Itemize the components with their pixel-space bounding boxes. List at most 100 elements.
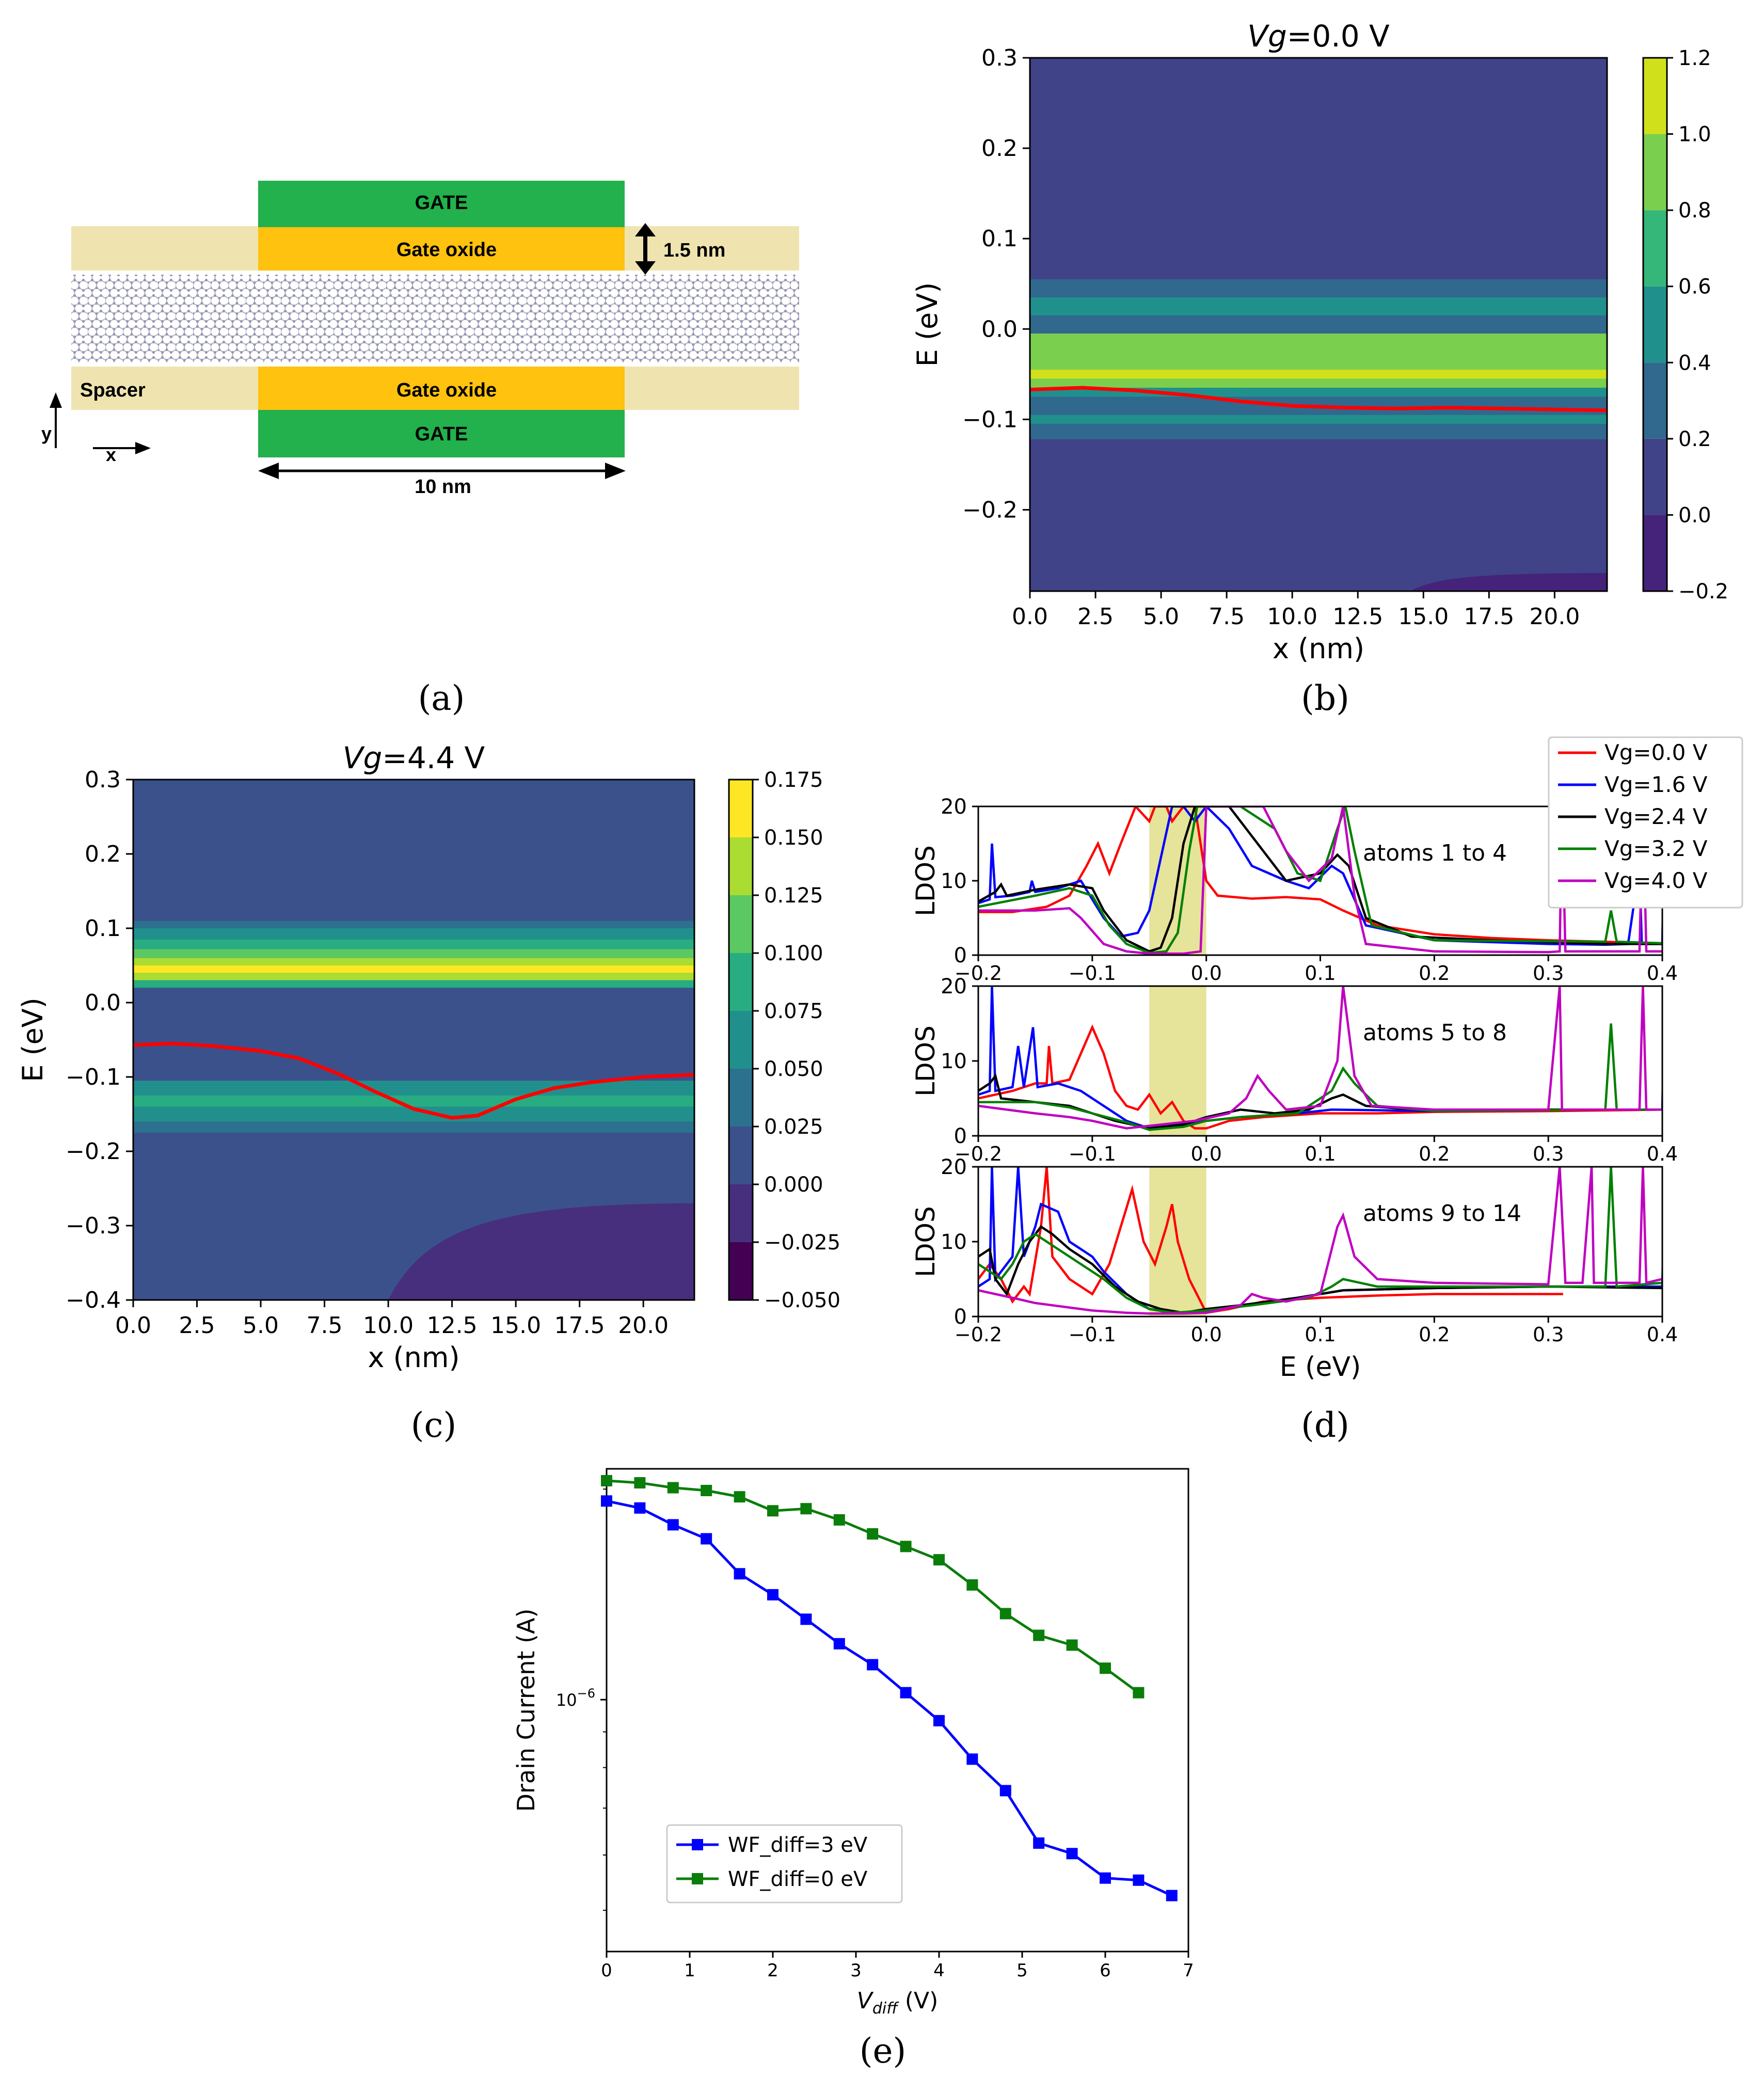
y-axis-label: Drain Current (A) [512, 1609, 540, 1812]
colorbar-tick-label: 0.2 [1678, 427, 1711, 451]
heatmap-band [133, 965, 694, 973]
y-tick-label: −0.2 [962, 497, 1018, 523]
y-tick-label: 0.0 [85, 990, 121, 1016]
x-tick-label: 10.0 [363, 1312, 414, 1339]
heatmap-band [133, 973, 694, 980]
series-marker [601, 1475, 612, 1487]
ldos-line [978, 1167, 1662, 1315]
gate-top [258, 181, 625, 227]
y-tick-label: 0.2 [981, 135, 1018, 162]
plot-frame [1029, 57, 1608, 592]
colorbar-tick-label: 0.100 [764, 942, 823, 965]
x-tick-label: −0.2 [955, 1143, 1002, 1165]
thickness-arrow [635, 223, 656, 275]
x-tick-label: 12.5 [427, 1312, 478, 1339]
heatmap-band [133, 1081, 694, 1096]
series-marker [667, 1482, 679, 1494]
x-tick-label: 0.1 [1305, 1143, 1336, 1165]
x-tick-label: 17.5 [1464, 604, 1514, 630]
heatmap-band [133, 949, 694, 958]
y-tick-label: 10 [941, 1230, 967, 1254]
ldos-line [978, 1167, 1662, 1314]
y-tick-label: 10 [941, 869, 967, 893]
gate-top-label: GATE [415, 192, 468, 214]
y-tick-label: 20 [941, 1155, 967, 1179]
y-tick-label: 10−6 [556, 1686, 595, 1710]
legend-label: Vg=1.6 V [1604, 772, 1708, 797]
series-marker [634, 1502, 646, 1514]
subplot-lines [978, 1167, 1662, 1315]
x-tick-label: 7.5 [307, 1312, 343, 1339]
colorbar-tick-label: 0.050 [764, 1057, 823, 1081]
colorbar-segment [1643, 210, 1667, 287]
x-tick-label: 0.2 [1419, 1323, 1450, 1346]
colorbar-segment [729, 837, 753, 895]
y-axis-label: LDOS [911, 1025, 941, 1096]
length-label: 10 nm [415, 476, 471, 498]
colorbar-frame [1642, 57, 1668, 592]
gate-bottom-label: GATE [415, 423, 468, 445]
series-marker [833, 1638, 845, 1650]
y-tick-label: −0.1 [962, 406, 1018, 433]
heatmap-band [1030, 315, 1607, 334]
colorbar-segment [729, 1242, 753, 1300]
colorbar-tick-label: 0.150 [764, 826, 823, 850]
heatmap-band [1030, 378, 1607, 388]
colorbar-segment [729, 1011, 753, 1069]
x-tick-label: 5.0 [1143, 604, 1179, 630]
x-tick-label: 0.0 [1012, 604, 1048, 630]
plot-title: Vg=0.0 V [1247, 19, 1390, 54]
colorbar-segment [1643, 134, 1667, 211]
heatmap-band [1030, 424, 1607, 439]
x-tick-label: 15.0 [490, 1312, 541, 1339]
colorbar-segment [1643, 362, 1667, 439]
spacer-label: Spacer [80, 379, 146, 401]
ldos-line [978, 806, 1662, 955]
x-tick-label: 7 [1183, 1960, 1194, 1981]
x-tick-label: 0.3 [1533, 962, 1564, 985]
panel-b-heatmap: 0.0 2.5 5.0 7.5 10.0 12.5 15.0 17.5 20.0 0.3 0.2 0.… [911, 19, 1728, 718]
subplot-label: atoms 1 to 4 [1363, 840, 1507, 866]
legend-marker [692, 1873, 703, 1884]
x-tick-label: 0.3 [1533, 1323, 1564, 1346]
x-tick-label: −0.2 [955, 1323, 1002, 1346]
x-tick-label: 0.2 [1419, 962, 1450, 985]
heatmap-low-region [1410, 573, 1607, 591]
series-marker [734, 1491, 745, 1503]
y-axis-label: E (eV) [911, 282, 944, 367]
potential-line [133, 1041, 695, 1120]
x-tick-label: 0.0 [1190, 1323, 1221, 1346]
x-tick-label: 0.0 [1190, 1143, 1221, 1165]
heatmap-band [133, 980, 694, 988]
subplot-label: atoms 9 to 14 [1363, 1200, 1521, 1227]
y-tick-label: 0 [954, 1124, 967, 1148]
heatmap-low-region [388, 1203, 694, 1300]
x-tick-label: 12.5 [1332, 604, 1383, 630]
y-tick-base: 10 [556, 1690, 577, 1710]
series-marker [1133, 1874, 1145, 1886]
y-tick-label: 0 [954, 1305, 967, 1329]
colorbar-tick-label: 1.2 [1678, 46, 1711, 70]
heatmap-band [133, 928, 694, 940]
heatmap-band [1030, 415, 1607, 424]
series-marker [701, 1533, 712, 1545]
colorbar-tick-label: 0.6 [1678, 275, 1711, 299]
series-marker [933, 1554, 945, 1566]
heatmap-band [133, 958, 694, 965]
heatmap-band [133, 921, 694, 928]
heatmap-band [1030, 370, 1607, 379]
series-marker [867, 1528, 879, 1540]
heatmap-band [1030, 279, 1607, 297]
gate-oxide-top [258, 227, 625, 271]
legend-marker [692, 1839, 703, 1850]
colorbar-tick-label: 1.0 [1678, 123, 1711, 147]
x-tick-label: 2 [767, 1960, 778, 1981]
y-tick-exponent: −6 [577, 1686, 595, 1701]
x-tick-label: 0.0 [1190, 962, 1221, 985]
y-tick-label: −0.1 [66, 1064, 121, 1090]
y-tick-label: 0.2 [85, 841, 121, 867]
colorbar-tick-label: −0.025 [764, 1231, 840, 1255]
x-tick-label: 1 [684, 1960, 695, 1981]
heatmap-band [133, 939, 694, 949]
panel-a-device-schematic: GATE Gate oxide Gate oxide GATE Spacer 1… [41, 181, 799, 718]
